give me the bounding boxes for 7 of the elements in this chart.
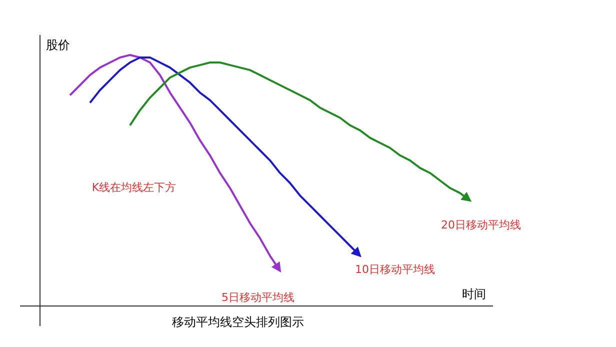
- annotation: K线在均线左下方: [92, 181, 176, 194]
- y-axis-title: 股价: [46, 38, 70, 52]
- series-label: 10日移动平均线: [355, 262, 435, 276]
- text: 20日移动平均线: [441, 218, 521, 232]
- text: 5日移动平均线: [222, 290, 294, 304]
- x-axis-title: 时间: [462, 287, 486, 301]
- text: 移动平均线空头排列图示: [172, 315, 304, 329]
